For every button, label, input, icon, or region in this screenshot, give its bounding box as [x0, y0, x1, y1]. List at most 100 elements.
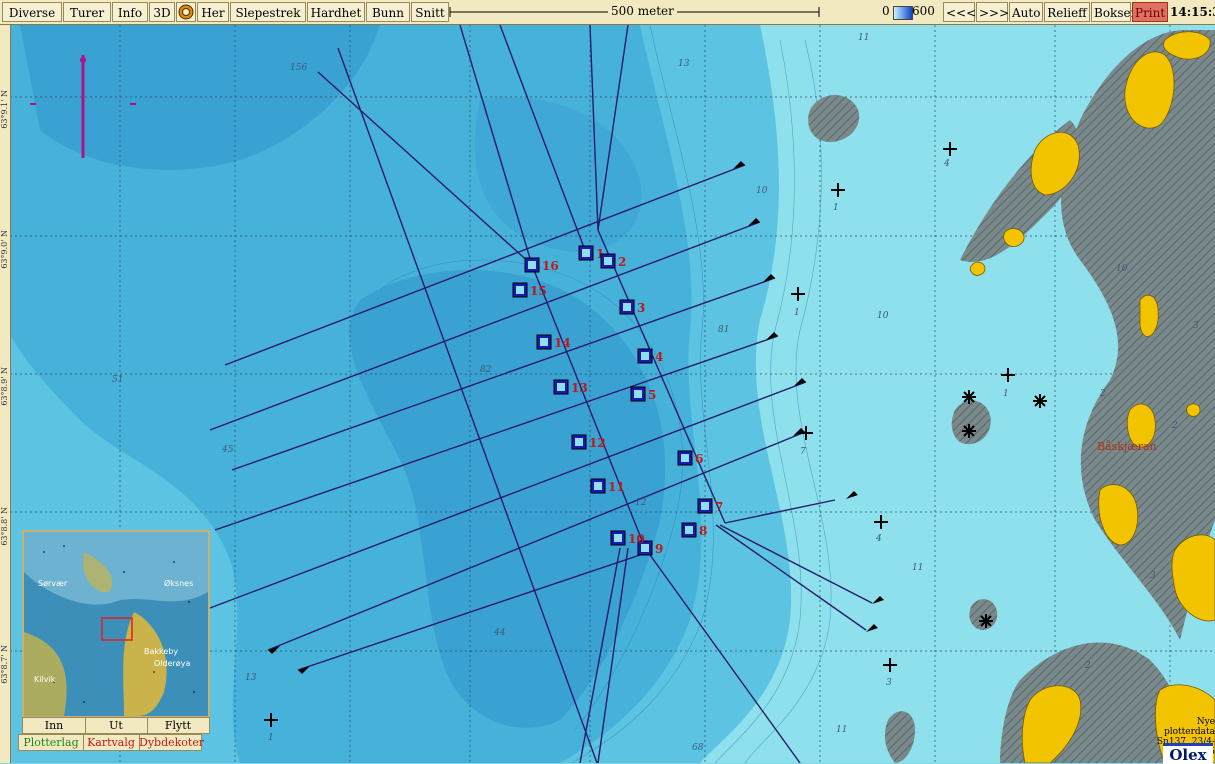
waypoint-number: 9	[655, 542, 663, 556]
waypoint-number: 6	[695, 452, 703, 466]
coordinate-grid	[10, 25, 1215, 763]
zoom-in-button[interactable]: Inn	[23, 718, 86, 733]
latitude-label: 63°8.8' N	[0, 507, 9, 546]
kartvalg-button[interactable]: Kartvalg	[83, 735, 140, 750]
north-indicator	[30, 55, 136, 158]
land-masses	[808, 30, 1215, 763]
depth-label: 13	[678, 59, 690, 69]
depth-label: 13	[245, 673, 257, 683]
waypoint-number: 16	[542, 259, 559, 273]
depth-label: 11	[836, 725, 847, 735]
hardhet-button[interactable]: Hardhet	[307, 2, 365, 22]
depth-label: 7	[800, 447, 806, 457]
waypoint-number: 13	[571, 381, 588, 395]
depth-label: 10	[877, 311, 889, 321]
tow-tracks	[209, 25, 873, 763]
waypoint-12[interactable]: 12	[571, 434, 606, 450]
waypoint-2[interactable]: 2	[600, 253, 626, 269]
auto-button[interactable]: Auto	[1009, 2, 1043, 22]
waypoint-14[interactable]: 14	[536, 334, 571, 350]
depth-min-label: 0	[882, 4, 890, 18]
depth-label: 51	[112, 375, 123, 385]
depth-label: 3	[886, 678, 892, 688]
depth-max-label: 600	[912, 4, 935, 18]
waypoint-number: 14	[554, 336, 571, 350]
waypoint-number: 2	[618, 255, 626, 269]
depth-label: 2	[1099, 389, 1106, 399]
waypoint-number: 3	[637, 301, 645, 315]
depth-label: 44	[493, 628, 506, 638]
waypoint-number: 11	[608, 480, 625, 494]
depth-label: 10	[756, 186, 768, 196]
depth-label: 1	[833, 203, 839, 213]
print-button[interactable]: Print	[1132, 2, 1168, 22]
depth-label: 156	[290, 63, 307, 73]
scale-label: 500 meter	[608, 4, 677, 18]
forward-button[interactable]: >>>	[976, 2, 1009, 22]
waypoint-15[interactable]: 15	[512, 282, 547, 298]
depth-label: 68	[692, 743, 704, 753]
zoom-out-button[interactable]: Ut	[85, 718, 148, 733]
latitude-ruler: 63°9.1' N 63°9.0' N 63°8.9' N 63°8.8' N …	[0, 25, 11, 763]
rock-markers	[264, 142, 1015, 727]
waypoint-6[interactable]: 6	[677, 450, 703, 466]
dybdekoter-button[interactable]: Dybdekoter	[139, 736, 205, 749]
waypoint-number: 4	[655, 350, 663, 364]
depth-label: 2	[1084, 661, 1091, 671]
target-icon[interactable]	[176, 2, 196, 22]
depth-label: 81	[718, 325, 729, 335]
waypoint-1[interactable]: 1	[578, 245, 604, 261]
bokser-button[interactable]: Bokser	[1091, 2, 1136, 22]
info-line: Nye plotterdata	[1163, 717, 1215, 737]
overview-minimap[interactable]: Sørvær Øksnes Bakkeby Kilvik Olderøya	[22, 530, 210, 718]
depth-labels: 1565182458144681213101010111111111144733…	[112, 33, 1199, 753]
minimap-place: Olderøya	[154, 659, 190, 668]
scale-bar: 500 meter	[448, 2, 821, 22]
deep-basin-central	[349, 270, 666, 728]
minimap-place: Sørvær	[38, 579, 68, 588]
slepestrek-button[interactable]: Slepestrek	[230, 2, 306, 22]
relieff-button[interactable]: Relieff	[1044, 2, 1090, 22]
waypoint-8[interactable]: 8	[681, 522, 707, 538]
diverse-button[interactable]: Diverse	[2, 2, 62, 22]
top-toolbar: Diverse Turer Info 3D Her Slepestrek Har…	[0, 0, 1215, 25]
waypoint-10[interactable]: 10	[610, 530, 645, 546]
info-button[interactable]: Info	[112, 2, 148, 22]
olex-logo: Olex	[1163, 743, 1213, 764]
clock: 14:15:34	[1170, 5, 1215, 19]
turer-button[interactable]: Turer	[63, 2, 111, 22]
waypoint-5[interactable]: 5	[630, 386, 656, 402]
her-button[interactable]: Her	[197, 2, 229, 22]
waypoint-number: 5	[648, 388, 656, 402]
waypoint-number: 10	[628, 532, 645, 546]
depth-label: 3	[1150, 571, 1156, 581]
plotterlag-button[interactable]: Plotterlag	[19, 735, 84, 750]
minimap-place: Bakkeby	[144, 647, 178, 656]
depth-label: 82	[480, 365, 492, 375]
back-button[interactable]: <<<	[943, 2, 976, 22]
waypoint-4[interactable]: 4	[637, 348, 663, 364]
depth-label: 12	[635, 498, 647, 508]
waypoint-3[interactable]: 3	[619, 299, 645, 315]
waypoint-16[interactable]: 16	[524, 257, 559, 273]
waypoint-number: 1	[596, 247, 604, 261]
waypoint-7[interactable]: 7	[697, 498, 723, 514]
depth-label: 10	[1116, 264, 1128, 274]
waypoint-number: 7	[715, 500, 723, 514]
waypoint-9[interactable]: 9	[637, 540, 663, 556]
minimap-place: Kilvik	[34, 675, 56, 684]
snitt-button[interactable]: Snitt	[411, 2, 449, 22]
depth-label: 1	[268, 733, 274, 743]
depth-label: 1	[794, 308, 800, 318]
depth-label: 45	[221, 445, 234, 455]
3d-button[interactable]: 3D	[149, 2, 175, 22]
depth-label: 11	[912, 563, 923, 573]
waypoint-13[interactable]: 13	[553, 379, 588, 395]
depth-color-scale[interactable]	[893, 6, 913, 20]
move-button[interactable]: Flytt	[164, 719, 192, 732]
depth-label: 3	[1193, 321, 1199, 331]
waypoint-11[interactable]: 11	[590, 478, 625, 494]
bunn-button[interactable]: Bunn	[366, 2, 410, 22]
latitude-label: 63°8.9' N	[0, 367, 9, 406]
